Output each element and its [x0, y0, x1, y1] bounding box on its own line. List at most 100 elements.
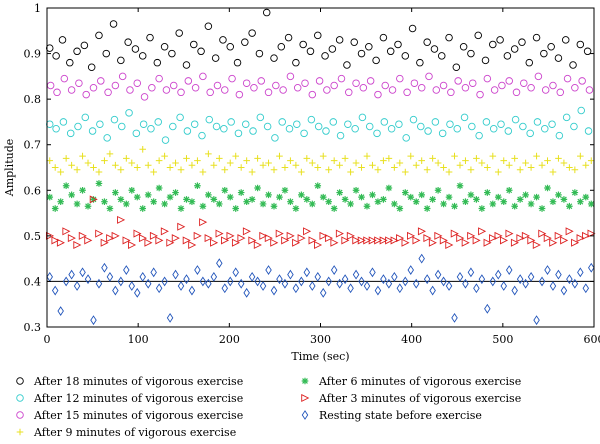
data-point: [300, 129, 308, 138]
data-point: [46, 193, 54, 201]
legend-item: After 9 minutes of vigorous exercise: [16, 426, 236, 439]
data-point: [423, 38, 431, 46]
data-point: [440, 200, 447, 208]
data-point: [292, 238, 301, 247]
series-6: [45, 195, 596, 249]
data-point: [213, 81, 222, 90]
data-point: [319, 231, 328, 240]
data-point: [385, 236, 394, 245]
legend-item: After 3 minutes of vigorous exercise: [301, 392, 521, 405]
data-point: [566, 274, 573, 285]
data-point: [73, 281, 81, 291]
legend-label: After 3 minutes of vigorous exercise: [318, 392, 521, 405]
data-point: [445, 193, 453, 201]
data-point: [494, 193, 502, 201]
data-point: [560, 196, 568, 203]
data-point: [484, 164, 491, 171]
data-point: [306, 47, 315, 56]
data-point: [489, 200, 497, 208]
data-point: [155, 283, 163, 294]
data-point: [510, 45, 519, 53]
data-point: [410, 79, 419, 87]
data-point: [253, 240, 262, 249]
data-point: [335, 229, 344, 238]
data-point: [478, 205, 486, 212]
data-point: [265, 265, 272, 275]
data-point: [429, 155, 436, 162]
data-point: [131, 45, 140, 53]
data-point: [232, 152, 240, 160]
data-point: [401, 52, 410, 60]
data-point: [532, 240, 541, 249]
data-point: [150, 198, 157, 205]
data-point: [270, 166, 278, 174]
data-point: [504, 127, 513, 135]
data-point: [60, 74, 69, 83]
data-point: [112, 161, 119, 169]
data-point: [166, 238, 175, 247]
data-point: [555, 131, 564, 140]
data-point: [347, 283, 354, 294]
data-point: [128, 159, 136, 167]
legend-marker: [301, 410, 309, 420]
data-point: [139, 271, 146, 282]
data-point: [527, 271, 535, 282]
data-point: [314, 182, 322, 190]
data-point: [543, 234, 552, 243]
data-point: [336, 278, 343, 289]
data-point: [243, 287, 250, 298]
data-point: [423, 274, 431, 285]
data-point: [58, 36, 67, 44]
data-point: [503, 52, 512, 60]
markers-group: [45, 8, 596, 326]
data-point: [68, 161, 75, 169]
data-point: [56, 238, 65, 247]
data-point: [533, 152, 540, 160]
data-point: [522, 278, 529, 289]
legend-item: After 6 minutes of vigorous exercise: [301, 375, 521, 388]
data-point: [84, 159, 92, 167]
data-point: [46, 271, 53, 282]
data-point: [418, 191, 425, 199]
data-point: [133, 164, 141, 171]
data-point: [232, 267, 239, 278]
data-point: [293, 83, 302, 92]
data-point: [538, 276, 546, 287]
data-point: [407, 152, 415, 160]
data-point: [440, 276, 447, 287]
legend-item: After 15 minutes of vigorous exercise: [16, 409, 243, 422]
data-point: [204, 234, 213, 243]
data-point: [95, 31, 103, 40]
x-tick-label: 300: [310, 333, 331, 346]
data-point: [270, 54, 278, 62]
data-point: [482, 118, 491, 126]
data-point: [299, 40, 307, 49]
data-point: [57, 306, 64, 316]
x-axis-ticks: 0 100 200 300 400 500 600: [44, 8, 600, 346]
data-point: [308, 90, 317, 99]
data-point: [516, 196, 524, 203]
data-point: [110, 115, 119, 124]
data-point: [270, 285, 278, 296]
data-point: [90, 164, 97, 171]
data-point: [358, 193, 365, 201]
data-point: [445, 168, 453, 176]
data-point: [128, 240, 137, 249]
data-point: [538, 161, 546, 169]
data-point: [505, 265, 513, 275]
data-point: [95, 278, 103, 289]
data-point: [425, 72, 433, 81]
data-point: [286, 231, 295, 240]
data-point: [330, 81, 338, 90]
data-point: [101, 198, 108, 205]
data-point: [394, 40, 402, 49]
data-point: [532, 33, 541, 42]
data-point: [324, 234, 334, 243]
data-point: [84, 236, 93, 245]
data-point: [423, 166, 431, 174]
data-point: [74, 122, 82, 131]
legend: After 18 minutes of vigorous exercise Aft…: [16, 375, 521, 439]
data-point: [555, 155, 562, 162]
data-point: [527, 200, 535, 208]
